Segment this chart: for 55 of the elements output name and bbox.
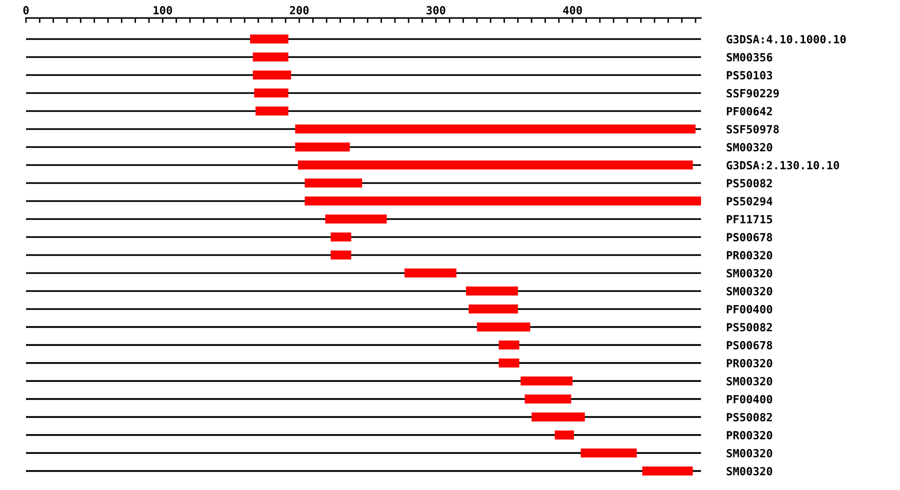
y-tick-label: SSF90229 — [726, 89, 779, 98]
y-tick-label: PR00320 — [726, 430, 772, 440]
bar — [498, 358, 520, 368]
y-tick-label: PS50082 — [726, 179, 772, 188]
bar — [298, 160, 693, 170]
y-tick-label: PS50294 — [726, 197, 772, 206]
bar — [532, 412, 585, 422]
y-tick-label: SM00320 — [726, 466, 772, 476]
y-tick-label: G3DSA:2.130.10.10 — [726, 161, 840, 170]
bar — [466, 286, 518, 296]
y-tick-label: PS50103 — [726, 71, 772, 80]
y-tick-label: PF00400 — [726, 304, 772, 314]
bar — [498, 340, 520, 350]
bar — [252, 52, 288, 62]
x-tick-label: 400 — [563, 6, 582, 14]
y-tick-label: SM00320 — [726, 143, 772, 152]
bar — [254, 88, 288, 98]
x-tick-label: 100 — [154, 6, 172, 14]
y-tick-label: PS00678 — [726, 340, 772, 350]
bar — [554, 430, 574, 440]
bar — [404, 268, 456, 278]
y-tick-label: SM00320 — [726, 287, 772, 296]
bar — [476, 322, 530, 332]
bar — [304, 196, 701, 206]
y-tick-label: PF11715 — [726, 215, 772, 224]
y-tick-label: PR00320 — [726, 251, 772, 260]
bar — [256, 106, 288, 116]
y-tick-label: SM00320 — [726, 269, 772, 278]
bar — [330, 250, 352, 260]
y-tick-label: PF00400 — [726, 394, 772, 404]
y-tick-label: G3DSA:4.10.1000.10 — [726, 35, 846, 44]
bar — [642, 466, 693, 476]
bar — [524, 394, 572, 404]
y-tick-label: PS00678 — [726, 233, 772, 242]
y-tick-label: PS50082 — [726, 322, 772, 332]
bar — [325, 214, 387, 224]
bar — [295, 124, 696, 134]
y-tick-label: SM00320 — [726, 448, 772, 458]
y-tick-label: PR00320 — [726, 358, 772, 368]
x-tick-label: 200 — [290, 6, 309, 14]
bar — [520, 376, 573, 386]
y-tick-label: PS50082 — [726, 412, 772, 422]
y-tick-label: SSF50978 — [726, 125, 779, 134]
y-tick-label: SM00320 — [726, 376, 772, 386]
y-tick-label: PF00642 — [726, 107, 772, 116]
x-tick-label: 0 — [23, 6, 29, 14]
bar — [304, 178, 362, 188]
bar — [295, 142, 350, 152]
bar — [252, 70, 292, 80]
x-tick-label: 300 — [426, 6, 446, 14]
y-tick-label: SM00356 — [726, 53, 772, 62]
bar — [330, 232, 352, 242]
bar — [580, 448, 637, 458]
bar — [468, 304, 518, 314]
bar — [250, 34, 288, 44]
